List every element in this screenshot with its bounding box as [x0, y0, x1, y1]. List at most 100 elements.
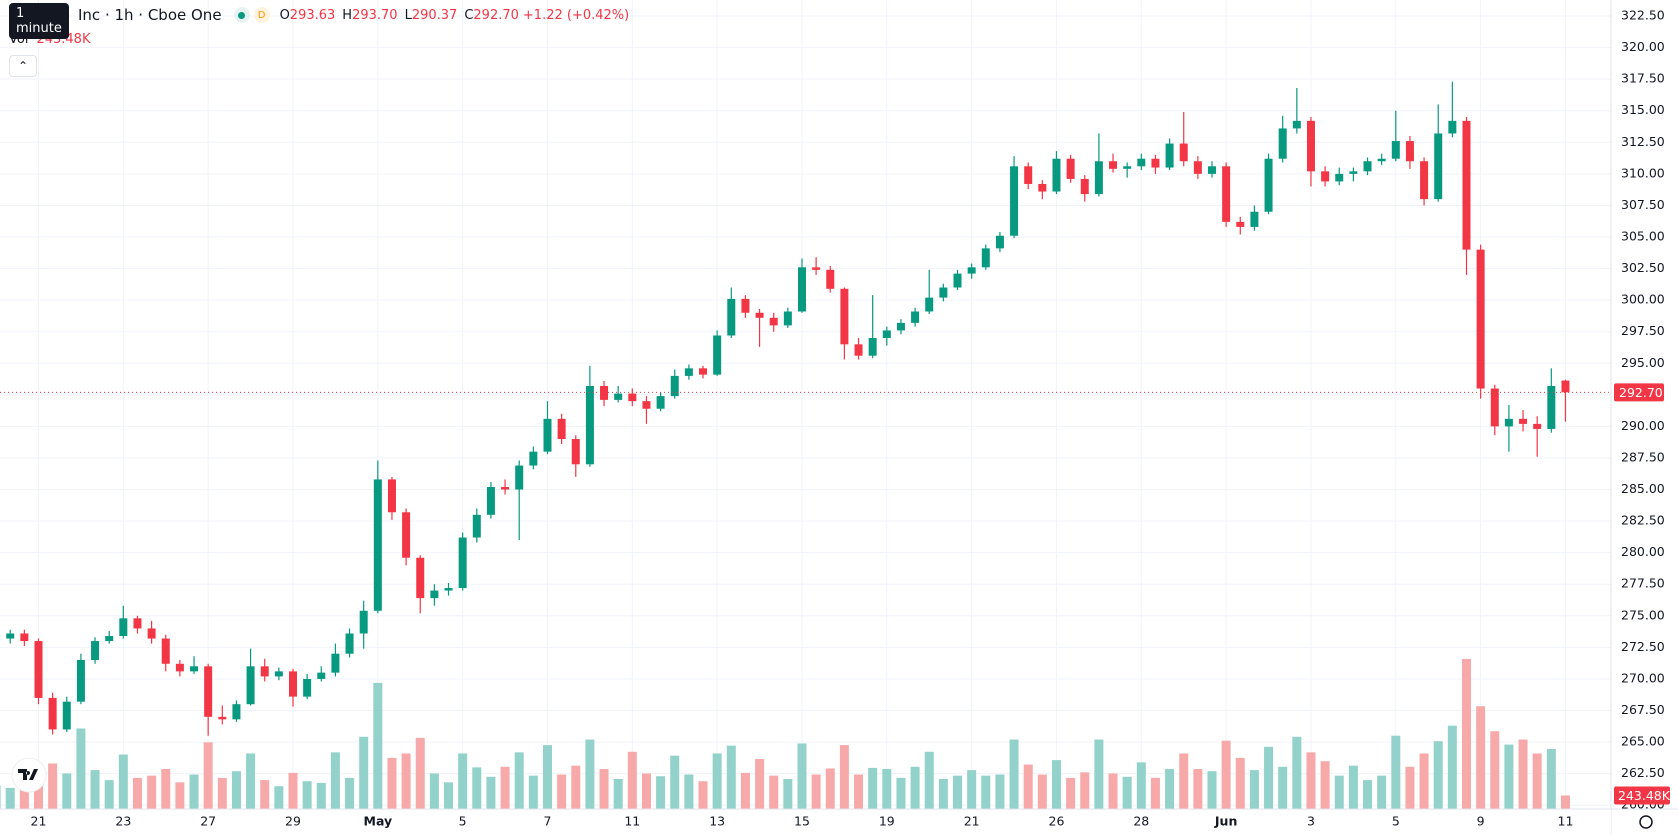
symbol: Inc · 1h · Cboe One: [78, 6, 222, 24]
volume-bar: [1391, 735, 1401, 809]
candle-body: [1094, 161, 1103, 195]
candle-body: [274, 671, 283, 677]
y-tick-label: 287.50: [1621, 449, 1665, 464]
candle-body: [713, 335, 722, 375]
y-tick-label: 290.00: [1621, 418, 1665, 433]
volume-bar: [571, 765, 581, 809]
volume-bar: [924, 751, 934, 809]
badge[interactable]: D: [253, 7, 270, 23]
volume-bar: [104, 780, 114, 809]
volume-bar: [1292, 736, 1302, 809]
x-tick-label: 21: [964, 814, 980, 829]
y-tick-label: 300.00: [1621, 292, 1665, 307]
volume-bar: [967, 770, 977, 809]
candle-body: [1448, 120, 1457, 134]
candle-body: [557, 418, 566, 440]
candle-body: [119, 618, 128, 637]
volume-bar: [1518, 739, 1528, 809]
x-tick-label: Jun: [1214, 814, 1237, 829]
volume-bar: [302, 781, 312, 809]
x-tick-label: 5: [1392, 814, 1400, 829]
y-tick-label: 265.00: [1621, 734, 1665, 749]
volume-bar: [1037, 774, 1047, 809]
candle-body: [1547, 386, 1556, 429]
y-tick-label: 305.00: [1621, 229, 1665, 244]
candle-body: [755, 312, 764, 318]
candle-body: [190, 666, 199, 672]
volume-bar: [542, 745, 552, 809]
candle-body: [288, 671, 297, 697]
volume-bar: [1546, 749, 1556, 809]
candle-body: [175, 663, 184, 672]
candle-body: [1066, 158, 1075, 179]
candle-body: [20, 633, 29, 642]
volume-bar: [203, 742, 213, 809]
candle-body: [1306, 120, 1315, 172]
candle-body: [246, 666, 255, 705]
candle-body: [1151, 158, 1160, 168]
volume-bar: [246, 753, 256, 809]
candle-body: [911, 311, 920, 323]
x-tick-label: 19: [879, 814, 895, 829]
logo-mark: [18, 769, 38, 780]
time-axis: [0, 809, 1611, 835]
volume-bar: [1377, 775, 1387, 809]
collapse-button[interactable]: ⌃: [9, 55, 37, 77]
volume-bar: [811, 774, 821, 809]
y-tick-label: 295.00: [1621, 355, 1665, 370]
volume-bar: [1348, 765, 1358, 809]
candle-body: [331, 653, 340, 673]
y-tick-label: 272.50: [1621, 639, 1665, 654]
candle-body: [1052, 158, 1061, 192]
volume-bar: [1150, 777, 1160, 809]
candle-body: [1236, 221, 1245, 227]
price-axis: [1611, 0, 1678, 835]
volume-bar: [1066, 777, 1076, 809]
candle-body: [812, 267, 821, 270]
candle-body: [76, 660, 85, 702]
candle-body: [1533, 423, 1542, 429]
candle-body: [769, 317, 778, 326]
candle-body: [91, 641, 100, 661]
volume-bar: [1264, 746, 1274, 809]
volume-tag: [1614, 786, 1670, 805]
candle-body: [1208, 166, 1217, 174]
volume-bar: [260, 780, 270, 809]
volume-bar: [868, 767, 878, 809]
volume-bar: [1476, 706, 1486, 809]
volume-bar: [1504, 744, 1514, 809]
volume-bar: [698, 781, 708, 809]
candle-body: [444, 588, 453, 591]
volume-bar: [896, 777, 906, 809]
candle-body: [925, 297, 934, 312]
candle-body: [1024, 166, 1033, 184]
ohlc-key: C: [464, 7, 474, 23]
x-tick-label: 11: [624, 814, 640, 829]
candle-body: [486, 487, 495, 515]
candle-body: [1335, 173, 1344, 182]
candle-body: [684, 368, 693, 376]
ohlc-key: H: [342, 7, 353, 23]
x-tick-label: 26: [1049, 814, 1065, 829]
y-tick-label: 310.00: [1621, 165, 1665, 180]
volume-bar: [882, 769, 892, 809]
candle-body: [1010, 166, 1019, 236]
candle-body: [882, 330, 891, 339]
candle-body: [232, 704, 241, 720]
candle-body: [585, 386, 594, 465]
candle-body: [147, 628, 156, 639]
x-tick-label: 9: [1477, 814, 1485, 829]
volume-bar: [585, 739, 595, 809]
volume-bar: [415, 737, 425, 809]
volume-bar: [1023, 764, 1033, 809]
volume-bar: [557, 774, 567, 809]
candle-body: [218, 716, 227, 720]
candle-body: [656, 396, 665, 409]
y-tick-label: 302.50: [1621, 260, 1665, 275]
y-tick-label: 297.50: [1621, 323, 1665, 338]
volume-bar: [1221, 740, 1231, 809]
candle-body: [840, 288, 849, 345]
candle-body: [1264, 158, 1273, 212]
